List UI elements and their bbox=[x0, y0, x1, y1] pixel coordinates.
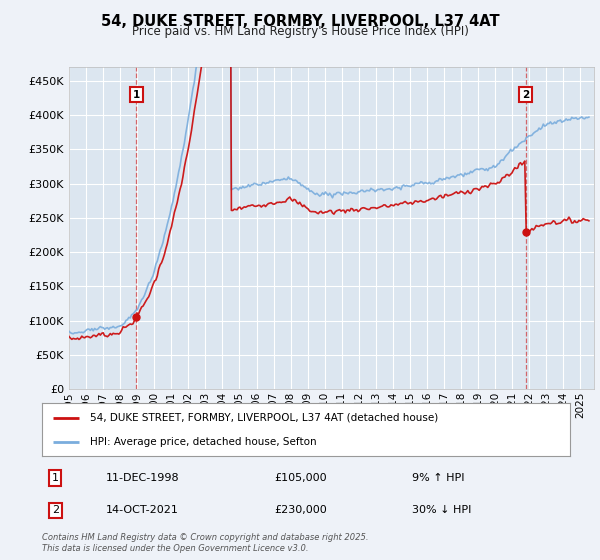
Text: 1: 1 bbox=[133, 90, 140, 100]
Text: 1: 1 bbox=[52, 473, 59, 483]
Text: 14-OCT-2021: 14-OCT-2021 bbox=[106, 505, 178, 515]
Text: 9% ↑ HPI: 9% ↑ HPI bbox=[412, 473, 464, 483]
Text: £105,000: £105,000 bbox=[274, 473, 327, 483]
Text: 54, DUKE STREET, FORMBY, LIVERPOOL, L37 4AT: 54, DUKE STREET, FORMBY, LIVERPOOL, L37 … bbox=[101, 14, 499, 29]
Text: 54, DUKE STREET, FORMBY, LIVERPOOL, L37 4AT (detached house): 54, DUKE STREET, FORMBY, LIVERPOOL, L37 … bbox=[89, 413, 438, 423]
Text: 30% ↓ HPI: 30% ↓ HPI bbox=[412, 505, 471, 515]
Text: Contains HM Land Registry data © Crown copyright and database right 2025.
This d: Contains HM Land Registry data © Crown c… bbox=[42, 533, 368, 553]
Text: 2: 2 bbox=[522, 90, 529, 100]
Text: 11-DEC-1998: 11-DEC-1998 bbox=[106, 473, 179, 483]
Text: HPI: Average price, detached house, Sefton: HPI: Average price, detached house, Seft… bbox=[89, 437, 316, 447]
Text: Price paid vs. HM Land Registry's House Price Index (HPI): Price paid vs. HM Land Registry's House … bbox=[131, 25, 469, 38]
Text: 2: 2 bbox=[52, 505, 59, 515]
Text: £230,000: £230,000 bbox=[274, 505, 327, 515]
